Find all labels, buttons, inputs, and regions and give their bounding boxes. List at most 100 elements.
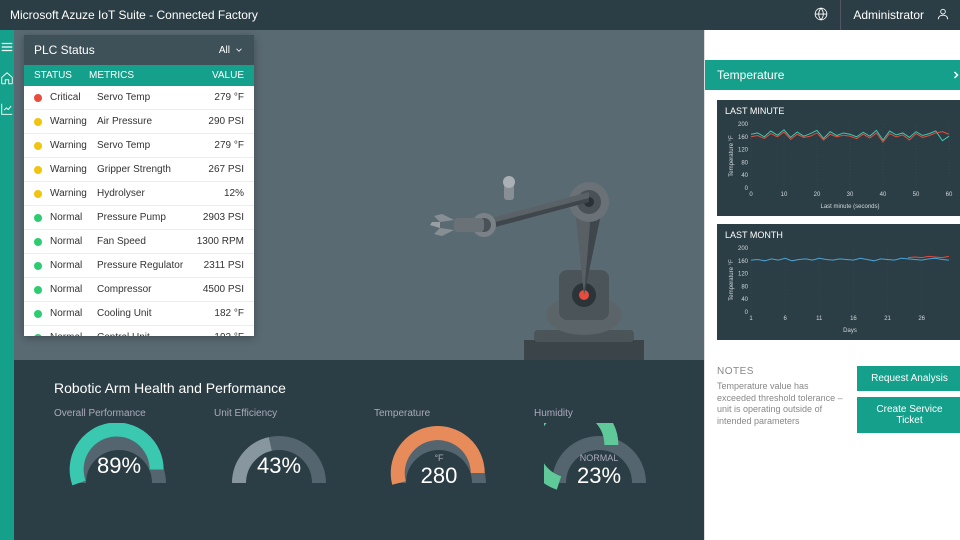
value-text: 192 °F [189,332,244,336]
svg-text:80: 80 [741,160,748,166]
metric-text: Gripper Strength [97,164,189,175]
status-dot [34,286,42,294]
metric-text: Servo Temp [97,140,189,151]
status-dot [34,94,42,102]
metric-text: Compressor [97,284,189,295]
value-text: 182 °F [189,308,244,319]
chart-last-minute: LAST MINUTE 040801201602000102030405060L… [717,100,960,216]
status-text: Normal [50,308,97,319]
divider [840,0,841,30]
user-icon[interactable] [936,7,950,24]
svg-text:120: 120 [738,148,749,154]
chevron-right-icon [950,69,960,81]
status-text: Normal [50,284,97,295]
plc-filter[interactable]: All [219,45,244,56]
notes-title: NOTES [717,366,847,377]
notes-row: NOTES Temperature value has exceeded thr… [705,358,960,441]
svg-text:40: 40 [741,173,748,179]
plc-panel: PLC Status All STATUS METRICS VALUE Crit… [24,35,254,336]
charts: LAST MINUTE 040801201602000102030405060L… [705,90,960,358]
metric-text: Air Pressure [97,116,189,127]
svg-text:0: 0 [745,310,749,316]
metric-text: Hydrolyser [97,188,189,199]
status-dot [34,214,42,222]
actions: Request Analysis Create Service Ticket [857,366,960,433]
svg-text:Temperature °F: Temperature °F [729,135,735,177]
status-dot [34,262,42,270]
svg-text:160: 160 [738,135,749,141]
svg-text:10: 10 [781,192,788,198]
table-row[interactable]: WarningServo Temp279 °F [24,134,254,158]
status-dot [34,310,42,318]
svg-text:200: 200 [738,122,749,128]
metric-text: Servo Temp [97,92,189,103]
topbar-right: Administrator [814,0,950,30]
svg-text:60: 60 [946,192,953,198]
user-label[interactable]: Administrator [853,8,924,22]
svg-text:40: 40 [880,192,887,198]
table-row[interactable]: WarningAir Pressure290 PSI [24,110,254,134]
col-metrics: METRICS [89,70,189,81]
value-text: 4500 PSI [189,284,244,295]
status-text: Normal [50,332,97,336]
plc-title: PLC Status [34,43,95,57]
col-status: STATUS [34,70,89,81]
status-dot [34,238,42,246]
plc-body: CriticalServo Temp279 °FWarningAir Press… [24,86,254,336]
svg-text:50: 50 [913,192,920,198]
table-row[interactable]: NormalCompressor4500 PSI [24,278,254,302]
status-dot [34,166,42,174]
svg-text:160: 160 [738,259,749,265]
right-header[interactable]: Temperature [705,60,960,90]
value-text: 1300 RPM [189,236,244,247]
svg-text:Temperature °F: Temperature °F [729,259,735,301]
sidebar [0,30,14,540]
robot-arm-illustration [404,140,684,360]
table-row[interactable]: NormalCooling Unit182 °F [24,302,254,326]
table-row[interactable]: CriticalServo Temp279 °F [24,86,254,110]
svg-text:120: 120 [738,272,749,278]
gauge-label: Temperature [374,408,504,419]
menu-icon[interactable] [0,40,14,57]
table-row[interactable]: NormalFan Speed1300 RPM [24,230,254,254]
status-dot [34,118,42,126]
svg-text:26: 26 [918,316,925,322]
gauge: Unit Efficiency43% [214,408,344,489]
gauge: Overall Performance89% [54,408,184,489]
table-row[interactable]: NormalPressure Pump2903 PSI [24,206,254,230]
globe-icon[interactable] [814,7,828,24]
bottom-title: Robotic Arm Health and Performance [54,380,664,396]
metric-text: Cooling Unit [97,308,189,319]
chart-icon[interactable] [0,102,14,119]
request-analysis-button[interactable]: Request Analysis [857,366,960,391]
svg-text:40: 40 [741,297,748,303]
create-ticket-button[interactable]: Create Service Ticket [857,397,960,433]
right-panel: Temperature LAST MINUTE 0408012016020001… [704,30,960,540]
svg-text:Last minute (seconds): Last minute (seconds) [820,204,879,210]
status-text: Normal [50,236,97,247]
value-text: 279 °F [189,92,244,103]
gauge: Temperature°F280 [374,408,504,489]
right-title: Temperature [717,68,784,82]
viz-area: PLC Status All STATUS METRICS VALUE Crit… [14,30,704,360]
table-row[interactable]: NormalCentral Unit192 °F [24,326,254,336]
gauges: Overall Performance89% Unit Efficiency43%… [54,408,664,489]
svg-text:200: 200 [738,246,749,252]
gauge-label: Overall Performance [54,408,184,419]
metric-text: Pressure Regulator [97,260,189,271]
status-text: Warning [50,188,97,199]
chevron-down-icon [234,45,244,55]
bottom-panel: Robotic Arm Health and Performance Overa… [14,360,704,540]
svg-text:20: 20 [814,192,821,198]
table-row[interactable]: NormalPressure Regulator2311 PSI [24,254,254,278]
home-icon[interactable] [0,71,14,88]
svg-text:21: 21 [884,316,891,322]
metric-text: Central Unit [97,332,189,336]
gauge-label: Unit Efficiency [214,408,344,419]
status-dot [34,190,42,198]
chart1-svg: 040801201602000102030405060Last minute (… [725,120,955,210]
table-row[interactable]: WarningGripper Strength267 PSI [24,158,254,182]
status-text: Normal [50,260,97,271]
table-row[interactable]: WarningHydrolyser12% [24,182,254,206]
status-text: Warning [50,140,97,151]
